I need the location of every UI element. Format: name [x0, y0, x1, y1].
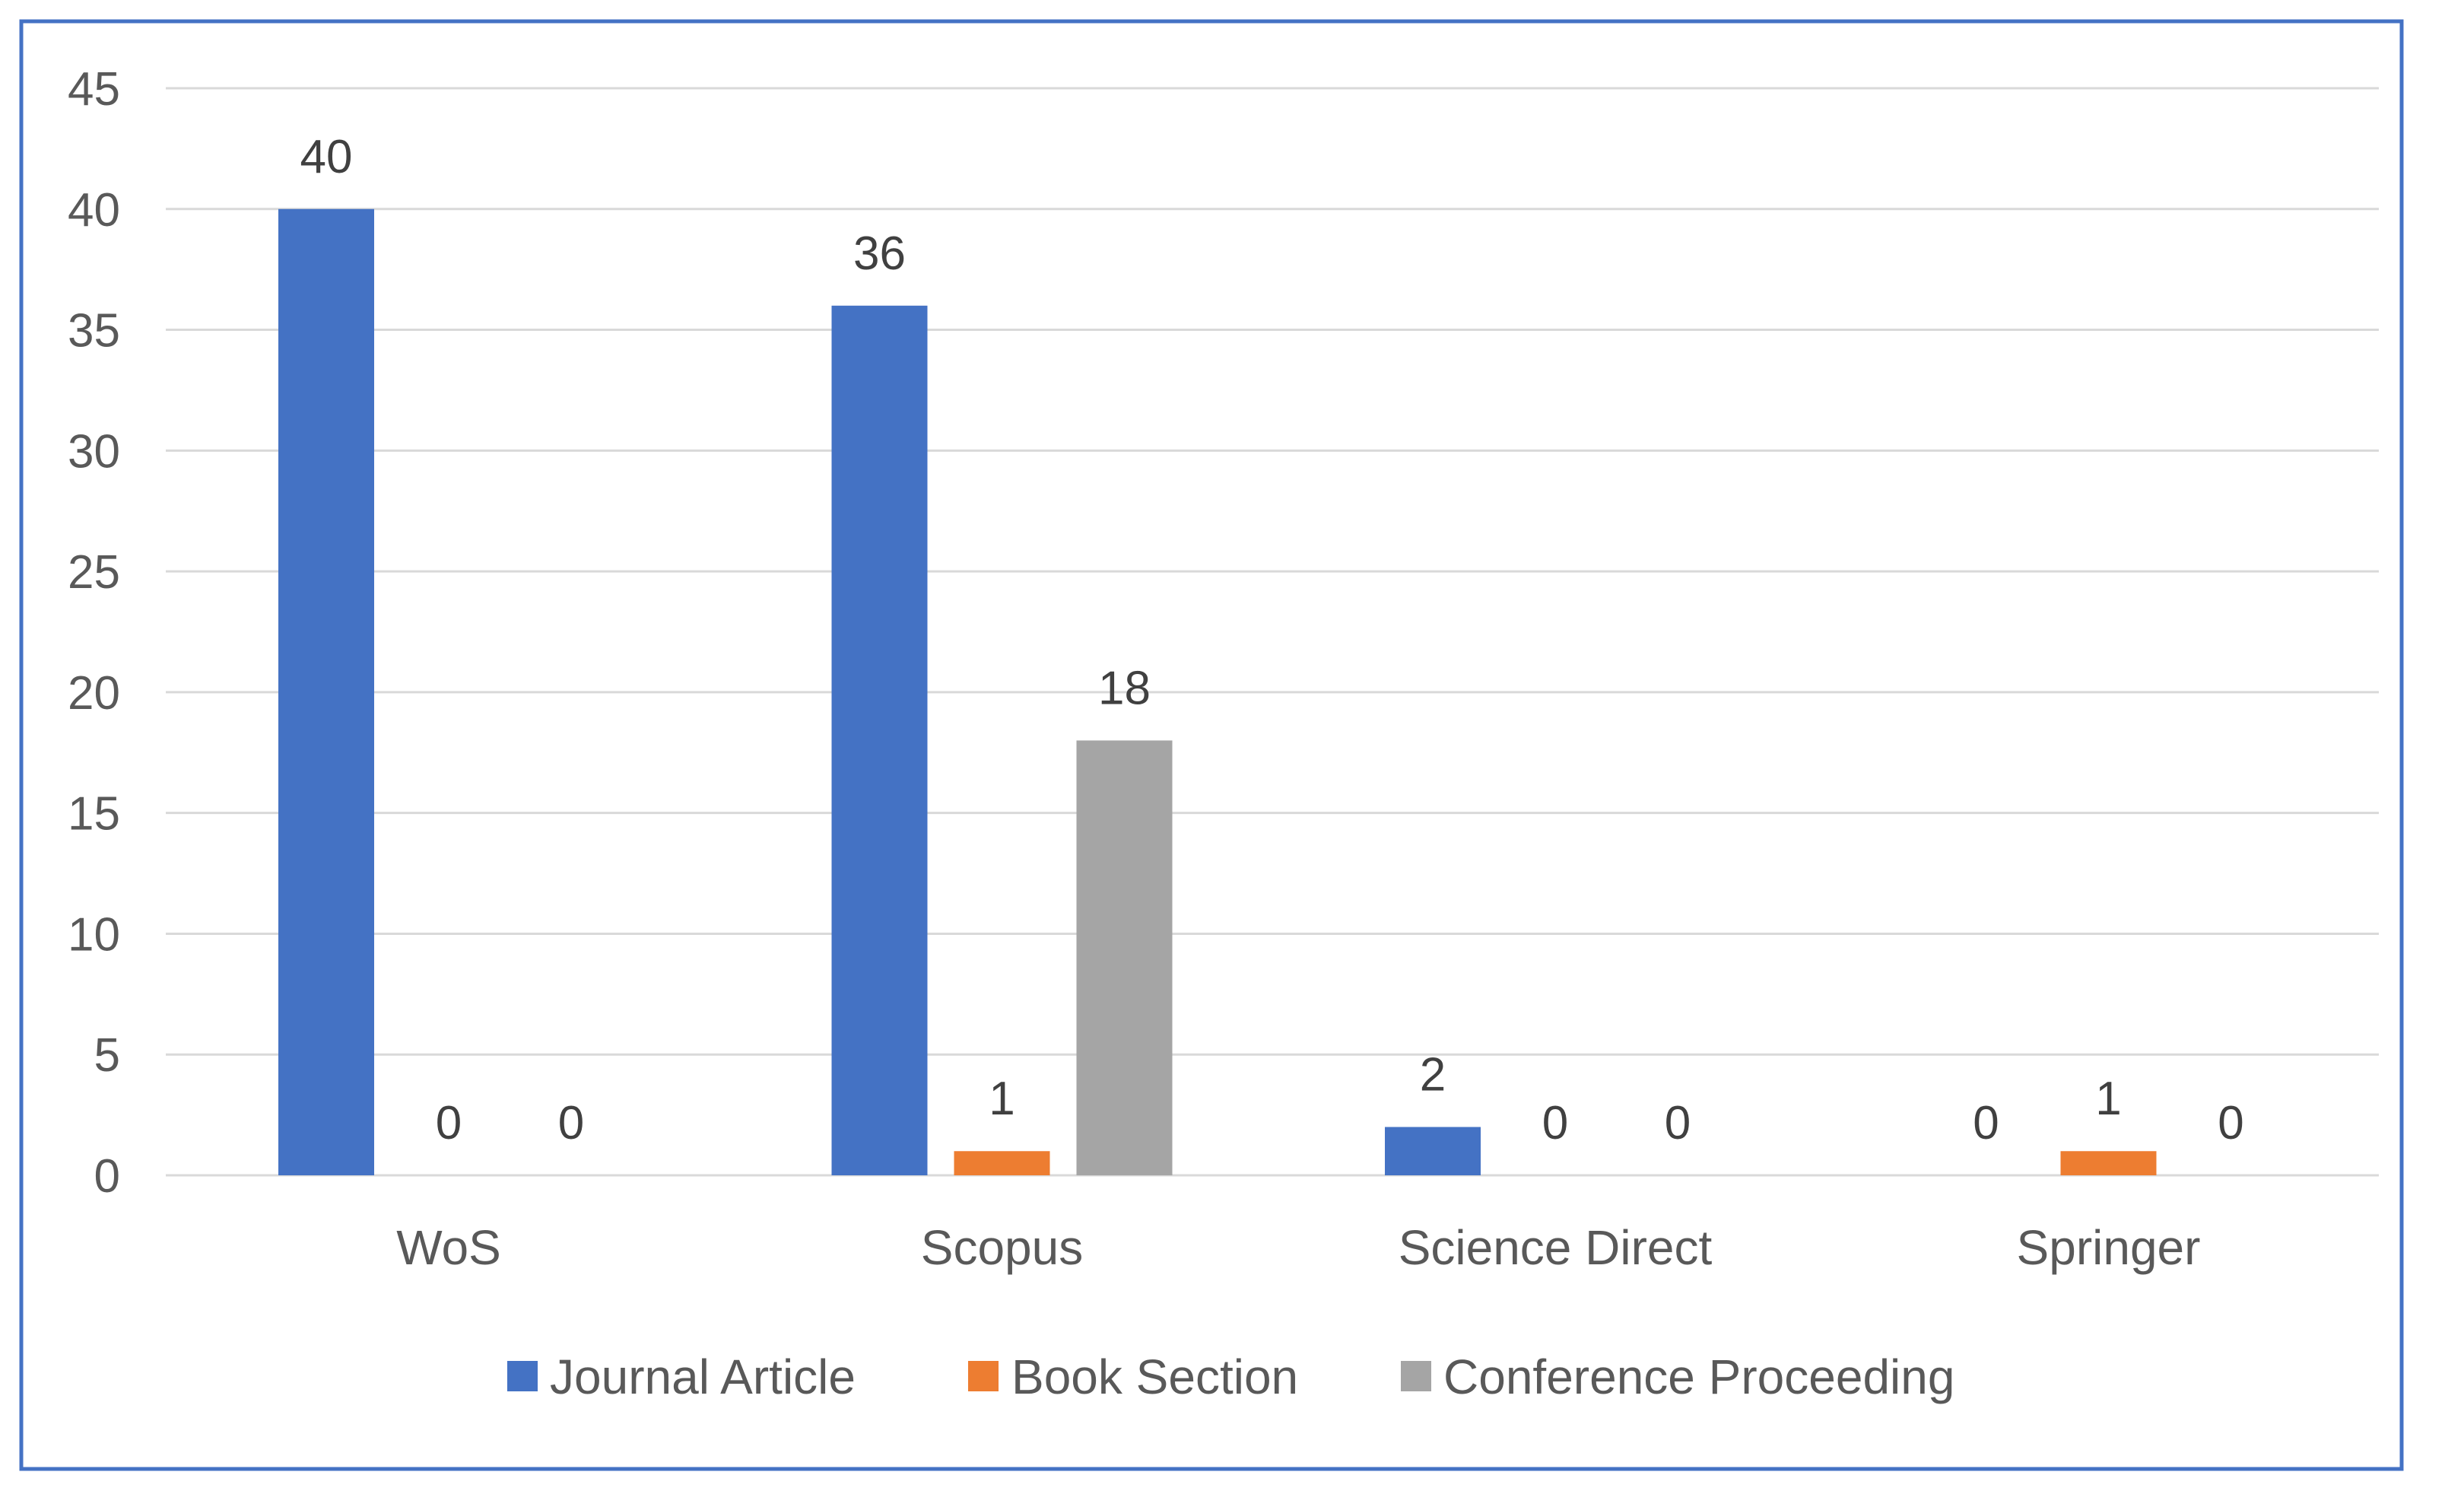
category-label: Springer — [2017, 1220, 2201, 1275]
data-label: 1 — [989, 1073, 1014, 1125]
y-tick-label: 5 — [94, 1029, 120, 1082]
data-label: 0 — [1665, 1097, 1691, 1149]
legend-label: Journal Article — [550, 1350, 856, 1404]
y-tick-label: 45 — [68, 63, 120, 116]
legend-swatch — [1401, 1361, 1431, 1391]
data-labels: 40 0 0 36 1 18 2 0 0 0 1 0 — [300, 131, 2244, 1149]
y-tick-label: 0 — [94, 1150, 120, 1203]
category-label: WoS — [396, 1220, 501, 1275]
y-tick-label: 25 — [68, 546, 120, 599]
y-tick-label: 15 — [68, 788, 120, 841]
data-label: 0 — [1973, 1097, 1999, 1149]
bar — [1385, 1127, 1481, 1175]
category-label: Science Direct — [1399, 1220, 1713, 1275]
y-tick-label: 40 — [68, 184, 120, 237]
bar — [954, 1151, 1050, 1175]
y-tick-label: 20 — [68, 667, 120, 720]
data-label: 0 — [2218, 1097, 2243, 1149]
y-tick-label: 35 — [68, 305, 120, 358]
y-tick-label: 10 — [68, 908, 120, 961]
y-tick-label: 30 — [68, 425, 120, 478]
bars — [278, 208, 2157, 1175]
bar — [831, 305, 928, 1175]
data-label: 0 — [558, 1097, 584, 1149]
data-label: 40 — [300, 131, 353, 183]
data-label: 2 — [1420, 1048, 1446, 1101]
bar — [2060, 1151, 2157, 1175]
category-label: Scopus — [921, 1220, 1083, 1275]
x-axis-category-labels: WoS Scopus Science Direct Springer — [396, 1220, 2200, 1275]
legend-label: Conference Proceeding — [1443, 1350, 1954, 1404]
y-axis-tick-labels: 0 5 10 15 20 25 30 35 40 45 — [68, 63, 120, 1203]
bar — [1076, 740, 1173, 1175]
chart-border — [19, 19, 2404, 1471]
legend-label: Book Section — [1011, 1350, 1298, 1404]
legend-swatch — [968, 1361, 999, 1391]
data-label: 0 — [1542, 1097, 1568, 1149]
data-label: 36 — [853, 227, 906, 280]
data-label: 0 — [436, 1097, 462, 1149]
gridlines — [166, 87, 2379, 1177]
legend: Journal Article Book Section Conference Pr… — [507, 1350, 1954, 1404]
data-label: 1 — [2095, 1073, 2121, 1125]
bar — [278, 208, 374, 1175]
legend-swatch — [507, 1361, 538, 1391]
data-label: 18 — [1098, 662, 1151, 714]
